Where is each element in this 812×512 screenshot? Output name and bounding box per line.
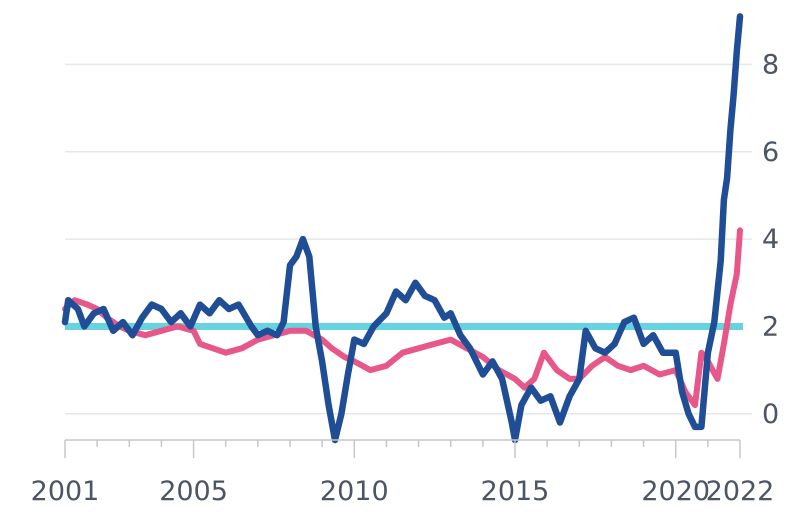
y-tick-label-0: 0 [762, 399, 779, 430]
series-layer [61, 13, 744, 444]
x-tick-label-2010: 2010 [320, 476, 389, 507]
x-tick-label-2015: 2015 [481, 476, 550, 507]
y-tick-label-2: 2 [762, 311, 779, 342]
y-axis-tick-labels: 0 2 4 6 8 [762, 49, 779, 429]
x-tick-label-2005: 2005 [159, 476, 228, 507]
x-tick-label-2020: 2020 [641, 476, 710, 507]
y-tick-label-8: 8 [762, 49, 779, 80]
x-tick-label-2001: 2001 [31, 476, 100, 507]
grid-layer [65, 63, 752, 415]
series-line-2 [61, 13, 744, 444]
y-tick-label-6: 6 [762, 137, 779, 168]
y-tick-label-4: 4 [762, 224, 779, 255]
x-tick-label-2022: 2022 [706, 476, 775, 507]
